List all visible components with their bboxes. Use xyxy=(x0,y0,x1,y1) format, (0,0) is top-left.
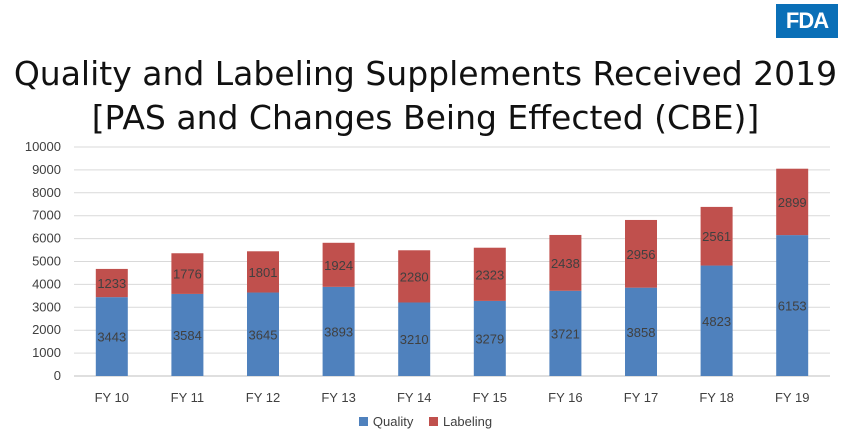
y-tick-label: 5000 xyxy=(32,254,61,269)
bar-labeling xyxy=(322,242,355,287)
y-tick-label: 4000 xyxy=(32,276,61,291)
y-tick-label: 8000 xyxy=(32,185,61,200)
bar-quality xyxy=(549,290,582,376)
x-tick-label: FY 18 xyxy=(699,390,733,405)
bar-labeling xyxy=(473,247,506,301)
y-tick-label: 1000 xyxy=(32,345,61,360)
data-label-quality: 3279 xyxy=(475,331,504,346)
y-tick-label: 9000 xyxy=(32,162,61,177)
bar-labeling xyxy=(700,206,733,266)
data-label-labeling: 2280 xyxy=(400,269,429,284)
legend-label-quality: Quality xyxy=(372,414,414,429)
x-tick-label: FY 13 xyxy=(321,390,355,405)
data-label-labeling: 2438 xyxy=(551,256,580,271)
x-tick-label: FY 17 xyxy=(624,390,658,405)
bar-quality xyxy=(473,300,506,376)
bar-quality xyxy=(322,286,355,376)
y-tick-label: 7000 xyxy=(32,208,61,223)
fda-logo: FDA xyxy=(776,4,838,38)
chart-title: Quality and Labeling Supplements Receive… xyxy=(0,52,851,140)
legend-item-labeling: Labeling xyxy=(428,414,493,429)
data-label-labeling: 1233 xyxy=(97,276,126,291)
bar-labeling xyxy=(398,250,431,303)
chart-title-line1: Quality and Labeling Supplements Receive… xyxy=(13,54,838,93)
bar-labeling xyxy=(776,168,809,236)
data-label-labeling: 2561 xyxy=(702,229,731,244)
bar-labeling xyxy=(625,219,657,288)
data-label-quality: 3584 xyxy=(173,328,202,343)
data-label-quality: 3858 xyxy=(627,325,656,340)
y-tick-label: 10000 xyxy=(25,139,61,154)
data-label-quality: 3721 xyxy=(551,326,580,341)
y-tick-label: 6000 xyxy=(32,231,61,246)
data-label-quality: 3210 xyxy=(400,332,429,347)
bar-quality xyxy=(776,235,809,376)
bar-quality xyxy=(95,297,128,376)
chart-legend: Quality Labeling xyxy=(0,414,851,429)
legend-swatch-quality xyxy=(358,417,368,426)
chart-title-line2: [PAS and Changes Being Effected (CBE)] xyxy=(91,98,760,137)
data-label-labeling: 1776 xyxy=(173,267,202,282)
bar-quality xyxy=(247,292,279,376)
x-tick-label: FY 14 xyxy=(397,390,431,405)
x-tick-label: FY 15 xyxy=(473,390,507,405)
x-tick-label: FY 19 xyxy=(775,390,809,405)
bar-quality xyxy=(171,293,204,376)
data-label-labeling: 2956 xyxy=(627,247,656,262)
data-label-quality: 3443 xyxy=(97,330,126,345)
bar-labeling xyxy=(95,268,128,298)
legend-swatch-labeling xyxy=(428,417,438,426)
data-label-quality: 3645 xyxy=(249,327,278,342)
bar-labeling xyxy=(549,234,582,291)
x-tick-label: FY 12 xyxy=(246,390,280,405)
data-label-labeling: 2323 xyxy=(475,267,504,282)
y-tick-label: 3000 xyxy=(32,299,61,314)
legend-item-quality: Quality xyxy=(358,414,414,429)
x-tick-label: FY 11 xyxy=(171,390,204,405)
bar-labeling xyxy=(247,251,279,293)
data-label-labeling: 2899 xyxy=(778,195,807,210)
bar-quality xyxy=(398,302,431,376)
bar-labeling xyxy=(171,253,204,294)
bar-quality xyxy=(700,265,733,376)
data-label-quality: 4823 xyxy=(702,314,731,329)
x-tick-label: FY 10 xyxy=(95,390,129,405)
y-tick-label: 2000 xyxy=(32,322,61,337)
data-label-quality: 6153 xyxy=(778,299,807,314)
bar-quality xyxy=(625,287,657,376)
data-label-quality: 3893 xyxy=(324,324,353,339)
legend-label-labeling: Labeling xyxy=(442,414,493,429)
x-tick-label: FY 16 xyxy=(548,390,582,405)
data-label-labeling: 1801 xyxy=(249,265,278,280)
y-tick-label: 0 xyxy=(54,368,61,383)
data-label-labeling: 1924 xyxy=(324,258,353,273)
